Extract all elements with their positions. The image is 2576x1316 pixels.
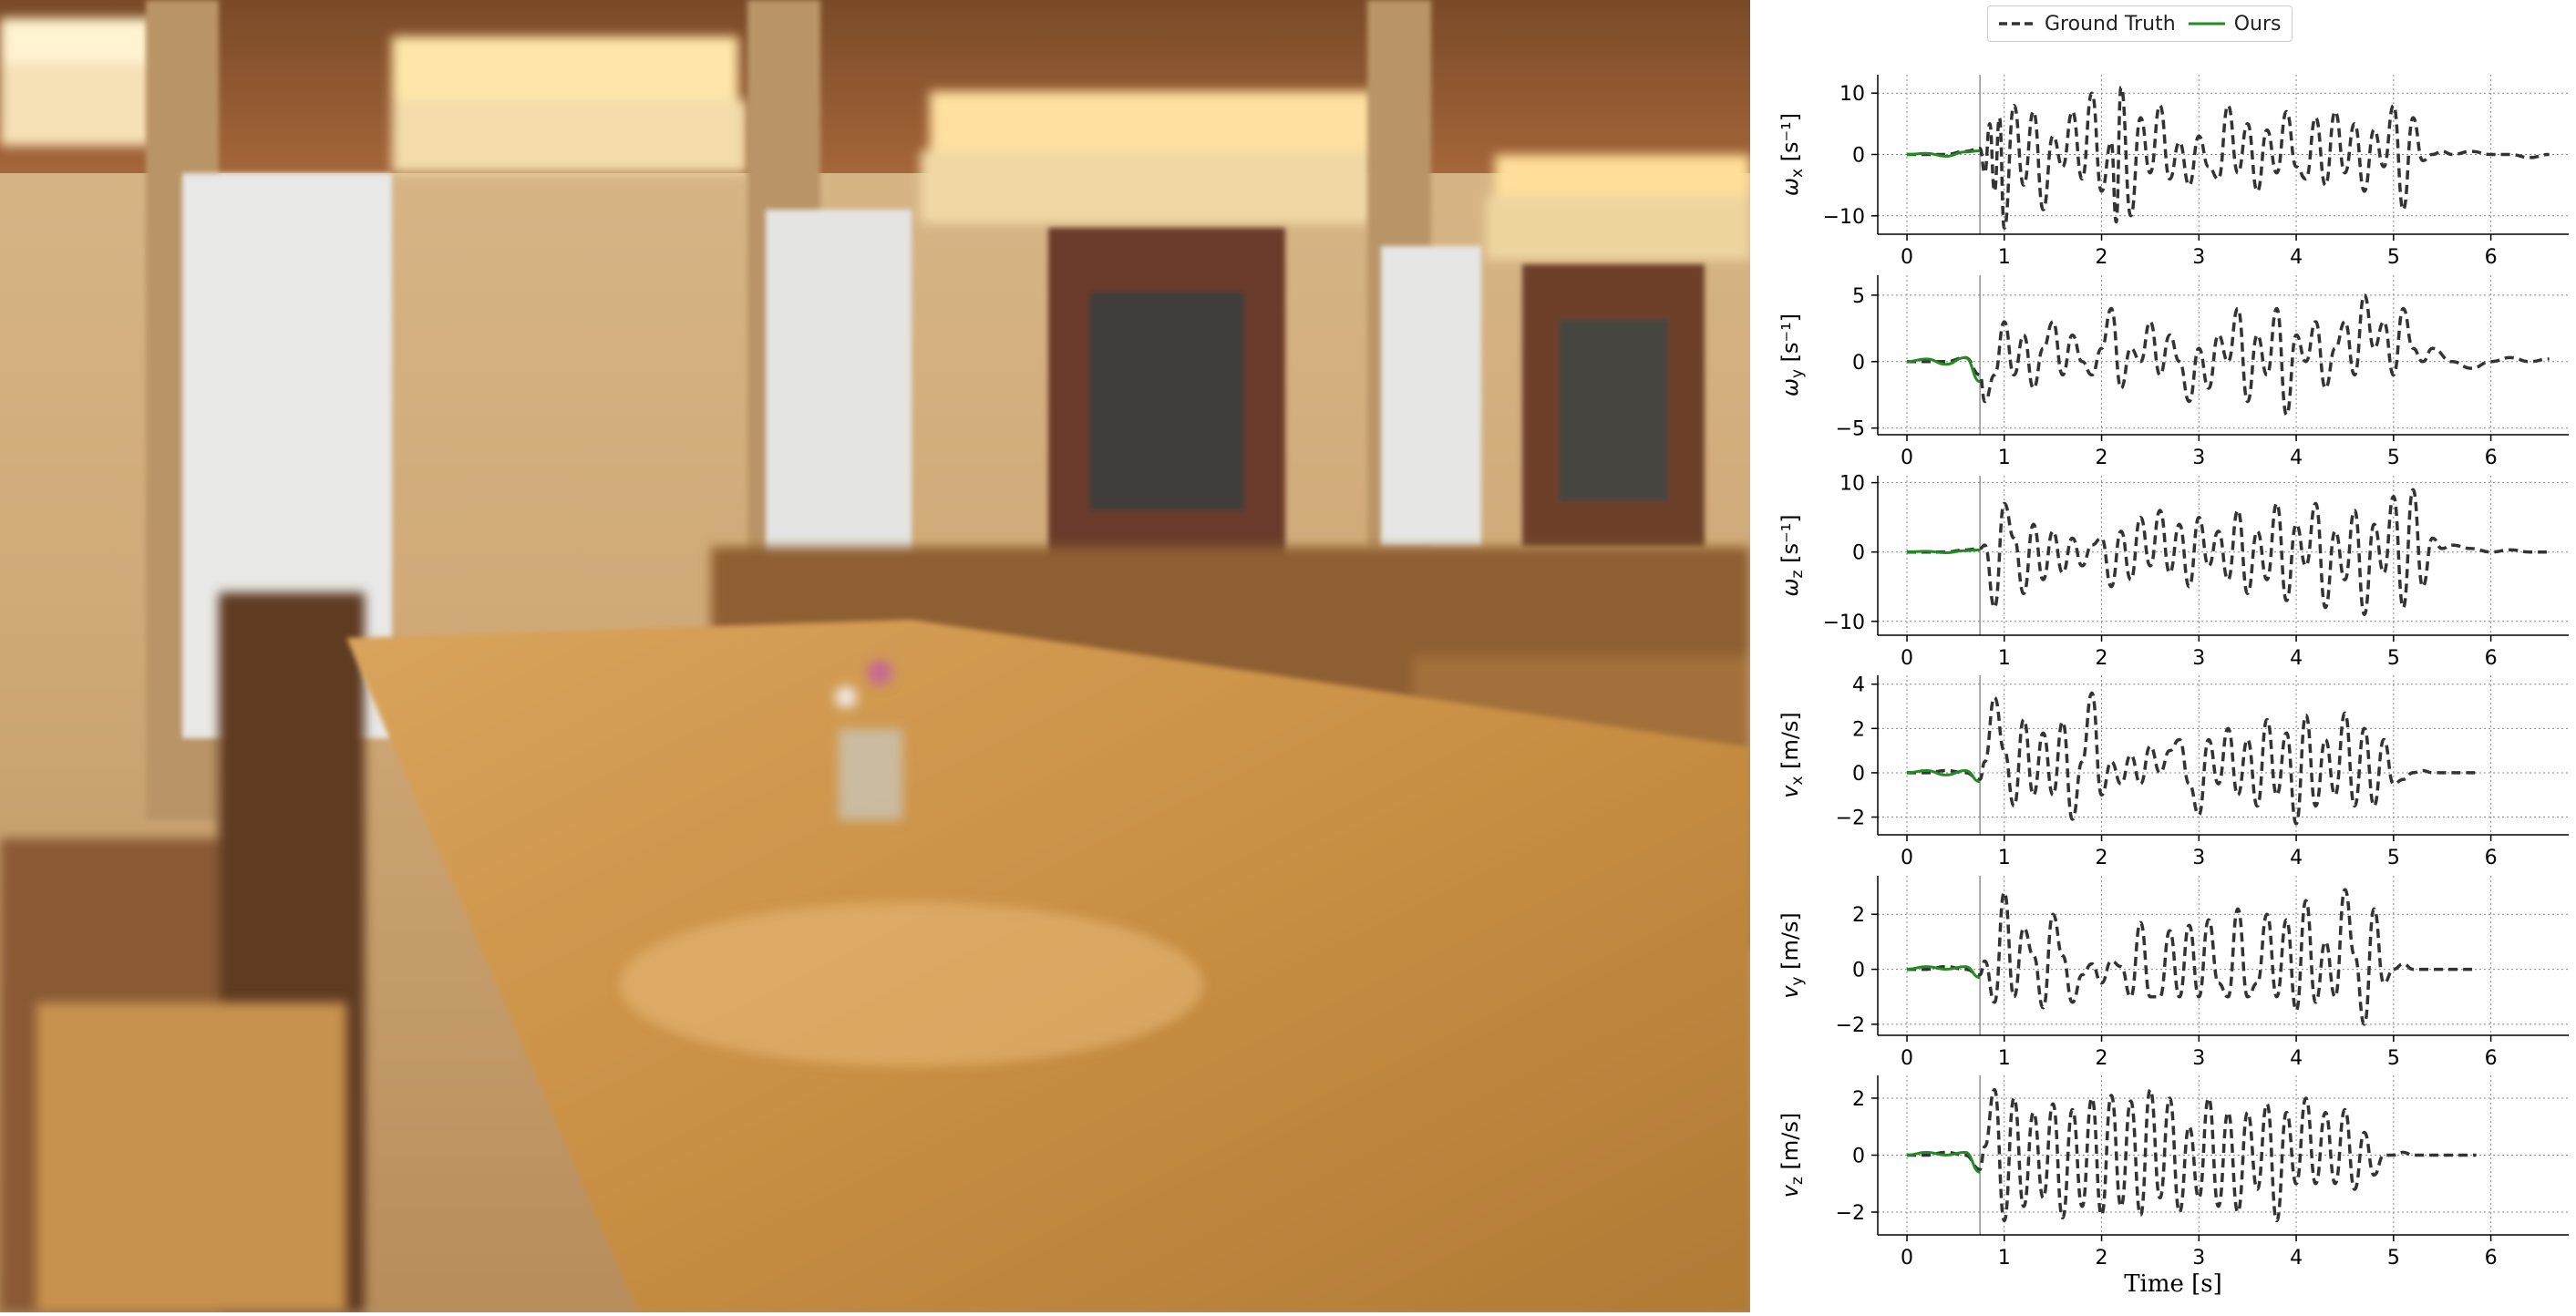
- subplot-1: −10 0 10 0 1 2 3 4 5 6 ωx [s⁻¹]: [1777, 75, 2569, 269]
- y-tick-label: 0: [1852, 352, 1865, 375]
- x-tick-label: 6: [2485, 647, 2498, 670]
- x-tick-label: 5: [2387, 447, 2400, 469]
- x-tick-label: 0: [1901, 447, 1913, 469]
- x-tick-label: 0: [1901, 246, 1913, 269]
- x-tick-label: 1: [1998, 1247, 2011, 1270]
- x-tick-label: 5: [2387, 1047, 2400, 1070]
- y-axis-label: vx [m/s]: [1777, 712, 1807, 798]
- x-tick-label: 5: [2387, 246, 2400, 269]
- x-tick-label: 4: [2290, 1047, 2303, 1070]
- y-tick-label: 0: [1852, 1146, 1865, 1168]
- ground-truth-line: [1906, 1087, 2477, 1223]
- ground-truth-line: [1907, 488, 2550, 616]
- subplot-5: −2 0 2 0 1 2 3 4 5 6 vy [m/s]: [1777, 876, 2569, 1070]
- x-tick-label: 1: [1998, 1047, 2011, 1070]
- x-tick-label: 1: [1998, 447, 2011, 469]
- legend-item-ours: Ours: [2188, 12, 2282, 36]
- ground-truth-line: [1907, 691, 2477, 826]
- subplot-2: −5 0 5 0 1 2 3 4 5 6 ωy [s⁻¹]: [1777, 275, 2569, 469]
- x-tick-label: 1: [1998, 847, 2011, 869]
- y-tick-label: −2: [1836, 807, 1865, 830]
- x-tick-label: 0: [1901, 647, 1913, 670]
- x-tick-label: 2: [2096, 1247, 2108, 1270]
- legend-green-swatch: [2188, 22, 2225, 26]
- x-tick-label: 4: [2290, 847, 2303, 869]
- x-tick-label: 0: [1901, 847, 1913, 869]
- legend-ours-label: Ours: [2233, 12, 2282, 36]
- y-tick-label: −2: [1836, 1202, 1865, 1225]
- y-tick-label: −5: [1836, 418, 1865, 441]
- ours-line: [1906, 965, 1981, 980]
- x-tick-label: 4: [2290, 1247, 2303, 1270]
- ours-line: [1906, 1150, 1981, 1174]
- y-tick-label: 0: [1852, 542, 1865, 565]
- y-tick-label: 5: [1852, 285, 1865, 308]
- x-tick-label: 3: [2192, 647, 2205, 670]
- y-tick-label: −2: [1836, 1014, 1865, 1037]
- x-tick-label: 2: [2096, 647, 2108, 670]
- ground-truth-line: [1907, 888, 2477, 1026]
- y-tick-label: 4: [1852, 674, 1865, 697]
- x-tick-label: 3: [2192, 1247, 2205, 1270]
- x-tick-label: 4: [2290, 447, 2303, 469]
- x-tick-label: 3: [2192, 1047, 2205, 1070]
- subplot-4: −2 0 2 4 0 1 2 3 4 5 6 vx [m/s]: [1777, 674, 2569, 869]
- x-tick-label: 6: [2485, 847, 2498, 869]
- ground-truth-line: [1907, 85, 2550, 231]
- y-tick-label: 2: [1852, 904, 1865, 927]
- legend-dashed-swatch: [1999, 22, 2035, 26]
- legend-item-ground-truth: Ground Truth: [1999, 13, 2176, 36]
- x-tick-label: 2: [2096, 1047, 2108, 1070]
- x-tick-label: 2: [2096, 447, 2108, 469]
- y-axis-label: ωz [s⁻¹]: [1777, 514, 1807, 596]
- y-tick-label: 10: [1839, 473, 1865, 496]
- imu-charts-panel: −10 0 10 0 1 2 3 4 5 6 ωx [s⁻¹] −5 0 5 0 1 2 3 4 5 6 ωy [s⁻¹]…: [1750, 0, 2576, 1312]
- x-tick-label: 6: [2485, 246, 2498, 269]
- ours-line: [1906, 355, 1981, 384]
- ours-line: [1906, 769, 1981, 784]
- subplot-6: −2 0 2 0 1 2 3 4 5 6 vz [m/s] Time [s]: [1777, 1075, 2569, 1298]
- x-tick-label: 0: [1901, 1047, 1913, 1070]
- y-tick-label: 0: [1852, 960, 1865, 982]
- x-axis-label: Time [s]: [2124, 1270, 2222, 1298]
- x-tick-label: 4: [2290, 246, 2303, 269]
- x-tick-label: 5: [2387, 1247, 2400, 1270]
- photo-scene: [0, 0, 1750, 1312]
- y-axis-label: vy [m/s]: [1777, 912, 1807, 999]
- x-tick-label: 2: [2096, 246, 2108, 269]
- legend-ground-truth-label: Ground Truth: [2045, 12, 2176, 36]
- dining-hall-photo: [0, 0, 1750, 1312]
- x-tick-label: 3: [2192, 447, 2205, 469]
- x-tick-label: 4: [2290, 647, 2303, 670]
- x-tick-label: 5: [2387, 847, 2400, 869]
- y-tick-label: 0: [1852, 145, 1865, 168]
- y-tick-label: 2: [1852, 1088, 1865, 1111]
- x-tick-label: 3: [2192, 847, 2205, 869]
- x-tick-label: 1: [1998, 246, 2011, 269]
- y-tick-label: 10: [1839, 83, 1865, 106]
- legend: Ground Truth Ours: [1987, 5, 2293, 42]
- ground-truth-line: [1907, 293, 2550, 416]
- x-tick-label: 3: [2192, 246, 2205, 269]
- x-tick-label: 6: [2485, 447, 2498, 469]
- y-axis-label: ωx [s⁻¹]: [1777, 113, 1807, 196]
- y-tick-label: −10: [1823, 612, 1865, 634]
- x-tick-label: 0: [1901, 1247, 1913, 1270]
- x-tick-label: 2: [2096, 847, 2108, 869]
- y-axis-label: ωy [s⁻¹]: [1777, 314, 1807, 396]
- y-tick-label: −10: [1823, 206, 1865, 229]
- ours-line: [1906, 548, 1981, 554]
- x-tick-label: 1: [1998, 647, 2011, 670]
- y-axis-label: vz [m/s]: [1777, 1113, 1807, 1198]
- x-tick-label: 5: [2387, 647, 2400, 670]
- y-tick-label: 2: [1852, 718, 1865, 741]
- x-tick-label: 6: [2485, 1247, 2498, 1270]
- ours-line: [1906, 149, 1981, 158]
- y-tick-label: 0: [1852, 763, 1865, 786]
- x-tick-label: 6: [2485, 1047, 2498, 1070]
- subplot-3: −10 0 10 0 1 2 3 4 5 6 ωz [s⁻¹]: [1777, 473, 2569, 670]
